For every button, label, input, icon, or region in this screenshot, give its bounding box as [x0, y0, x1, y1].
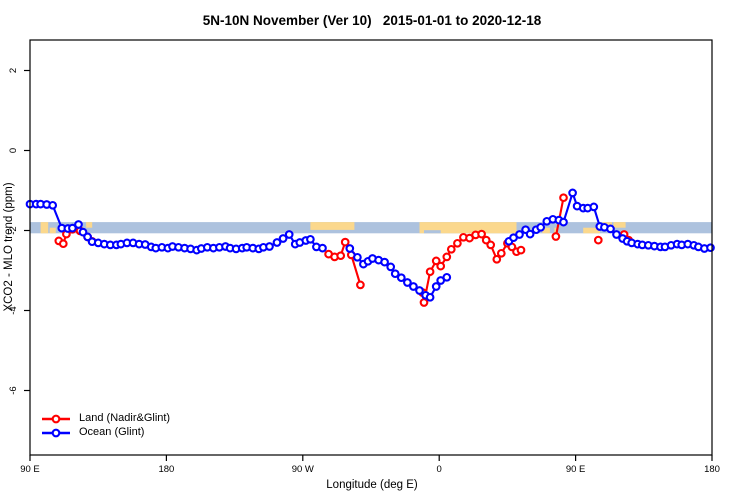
- y-axis-label: XCO2 - MLO trend (ppm): [3, 182, 15, 312]
- map-band-land-patch: [554, 227, 558, 234]
- x-axis-label: Longitude (deg E): [326, 479, 418, 491]
- x-tick-label: 90 E: [20, 464, 40, 475]
- data-point-land: [442, 252, 452, 262]
- data-point-ocean: [706, 243, 715, 253]
- y-tick-label: -6: [8, 386, 19, 394]
- data-point-ocean: [68, 223, 77, 233]
- data-point-land: [516, 245, 526, 255]
- data-point-ocean: [284, 230, 294, 239]
- legend: Land (Nadir&Glint) Ocean (Glint): [41, 412, 170, 439]
- x-tick-label: 0: [437, 464, 442, 475]
- y-tick-label: -2: [8, 226, 19, 234]
- data-point-ocean: [272, 238, 282, 247]
- chart-title: 5N-10N November (Ver 10) 2015-01-01 to 2…: [202, 13, 542, 28]
- x-tick-label: 180: [158, 464, 174, 475]
- legend-item-land: Land (Nadir&Glint): [41, 412, 170, 425]
- map-band-land-patch: [542, 227, 550, 234]
- x-tick-label: 90 E: [566, 464, 586, 475]
- data-point-ocean: [559, 217, 568, 227]
- map-band-land-patch: [40, 222, 49, 234]
- data-point-land: [425, 267, 435, 277]
- data-point-ocean: [74, 220, 83, 229]
- data-point-ocean: [48, 200, 58, 210]
- plot-border: [29, 39, 713, 456]
- data-point-land: [356, 280, 365, 290]
- legend-label-land: Land (Nadir&Glint): [79, 412, 171, 424]
- data-point-land: [551, 232, 561, 241]
- map-band-land-patch: [613, 222, 626, 228]
- data-point-land: [486, 240, 496, 250]
- data-point-ocean: [409, 282, 418, 291]
- data-point-ocean: [415, 286, 424, 295]
- legend-label-ocean: Ocean (Glint): [79, 426, 145, 438]
- x-tick-label: 180: [704, 464, 720, 475]
- data-point-ocean: [380, 257, 389, 267]
- data-point-ocean: [589, 202, 599, 212]
- map-band-land-patch: [86, 222, 93, 228]
- data-point-land: [559, 193, 568, 203]
- map-band-ocean: [30, 222, 712, 234]
- data-point-land: [431, 256, 441, 266]
- data-point-land: [492, 254, 502, 264]
- data-point-land: [419, 298, 429, 307]
- data-point-ocean: [568, 188, 577, 198]
- legend-marker-ocean: [42, 428, 70, 437]
- data-point-ocean: [403, 278, 412, 287]
- series-land: [54, 193, 633, 307]
- data-point-ocean: [525, 229, 535, 239]
- x-tick-label: 90 W: [292, 464, 314, 475]
- data-point-land: [58, 239, 68, 249]
- data-point-ocean: [431, 282, 441, 291]
- data-point-land: [477, 229, 486, 239]
- data-point-ocean: [386, 262, 396, 272]
- data-point-ocean: [536, 222, 546, 232]
- y-tick-label: -4: [8, 306, 19, 314]
- data-point-ocean: [425, 292, 435, 302]
- map-band-land-patch: [583, 227, 600, 234]
- map-band-ocean-notch: [424, 230, 441, 234]
- data-point-land: [436, 261, 446, 271]
- data-point-land: [496, 248, 506, 258]
- data-point-ocean: [396, 273, 406, 283]
- y-tick-label: 0: [8, 148, 19, 153]
- data-point-land: [340, 237, 350, 247]
- data-point-land: [453, 238, 462, 248]
- series-ocean: [25, 188, 715, 302]
- y-tick-label: 2: [8, 68, 19, 73]
- data-point-ocean: [515, 230, 524, 239]
- legend-item-ocean: Ocean (Glint): [41, 426, 170, 439]
- data-point-land: [336, 251, 346, 261]
- map-band-land-patch: [419, 222, 517, 234]
- data-point-ocean: [606, 224, 615, 234]
- data-point-ocean: [318, 243, 327, 253]
- data-point-ocean: [442, 272, 452, 282]
- data-point-ocean: [612, 230, 621, 239]
- map-band-land-patch: [49, 227, 56, 234]
- data-point-land: [593, 235, 603, 245]
- data-point-ocean: [353, 252, 362, 262]
- data-point-ocean: [306, 234, 315, 244]
- data-point-ocean: [345, 244, 355, 253]
- legend-marker-land: [42, 414, 70, 423]
- data-point-ocean: [278, 234, 288, 243]
- data-point-land: [446, 244, 456, 254]
- data-point-ocean: [390, 269, 400, 279]
- data-point-ocean: [265, 242, 274, 251]
- map-band-land-patch: [310, 222, 355, 230]
